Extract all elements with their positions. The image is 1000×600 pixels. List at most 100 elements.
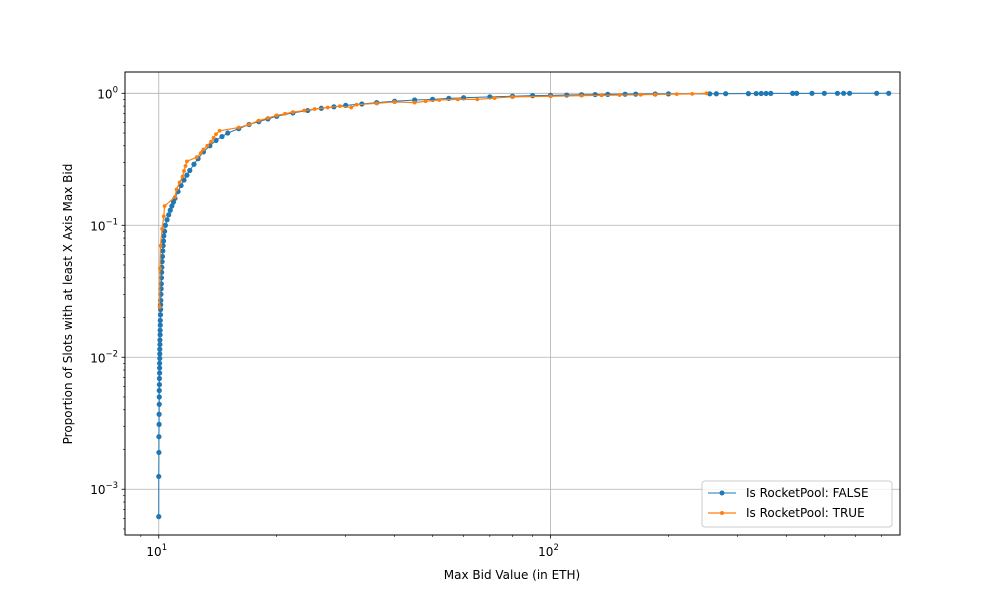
data-point bbox=[181, 177, 187, 183]
data-point bbox=[156, 387, 162, 394]
data-point bbox=[160, 238, 167, 244]
data-point bbox=[156, 411, 162, 417]
data-point bbox=[236, 125, 241, 130]
data-point bbox=[653, 92, 658, 97]
data-point bbox=[302, 108, 307, 113]
legend-label-false: Is RocketPool: FALSE bbox=[746, 486, 869, 500]
data-point bbox=[161, 233, 167, 239]
data-point bbox=[707, 91, 713, 97]
data-point bbox=[338, 104, 342, 108]
data-point bbox=[758, 90, 764, 97]
data-point bbox=[161, 214, 166, 219]
legend-marker-false bbox=[719, 490, 725, 496]
data-point bbox=[185, 159, 189, 164]
data-point bbox=[157, 365, 163, 371]
data-point bbox=[354, 102, 359, 107]
data-point bbox=[325, 105, 330, 110]
data-point bbox=[794, 90, 800, 96]
data-point bbox=[173, 195, 177, 199]
data-point bbox=[638, 92, 643, 97]
data-point bbox=[763, 90, 769, 97]
data-point bbox=[162, 222, 169, 228]
data-point bbox=[158, 243, 163, 248]
data-point bbox=[160, 248, 166, 254]
data-point bbox=[283, 111, 287, 116]
data-point bbox=[156, 382, 163, 388]
data-point bbox=[790, 90, 796, 96]
data-point bbox=[256, 118, 261, 123]
data-point bbox=[412, 100, 417, 105]
series-line bbox=[159, 92, 707, 308]
data-point bbox=[274, 113, 279, 118]
data-point bbox=[886, 90, 892, 96]
data-point bbox=[156, 449, 162, 456]
data-point bbox=[156, 401, 162, 407]
data-point bbox=[809, 90, 815, 96]
y-axis-label: Proportion of Slots with at least X Axis… bbox=[61, 164, 75, 445]
data-point bbox=[159, 259, 165, 265]
data-point bbox=[225, 130, 231, 136]
data-point bbox=[605, 91, 611, 97]
data-point bbox=[169, 203, 175, 209]
data-point bbox=[723, 91, 729, 97]
y-tick-label: 100 bbox=[97, 85, 118, 101]
data-point bbox=[157, 370, 163, 376]
data-point bbox=[156, 434, 162, 440]
data-point bbox=[157, 351, 163, 357]
data-point bbox=[205, 143, 210, 148]
data-point bbox=[846, 90, 853, 96]
data-point bbox=[622, 91, 628, 97]
data-point bbox=[180, 174, 185, 179]
data-point bbox=[592, 91, 598, 98]
data-point bbox=[768, 90, 774, 97]
data-point bbox=[821, 90, 827, 96]
data-point bbox=[312, 107, 317, 111]
data-point bbox=[423, 99, 428, 104]
data-point bbox=[157, 305, 162, 309]
data-point bbox=[492, 96, 497, 100]
data-point bbox=[529, 93, 536, 99]
data-point bbox=[182, 169, 186, 173]
data-point bbox=[157, 322, 163, 328]
data-point bbox=[198, 151, 203, 156]
data-point bbox=[617, 93, 622, 97]
data-point bbox=[194, 155, 199, 160]
axis-ticks: 101 102 10−3 10−2 10−1 100 bbox=[90, 85, 882, 559]
data-point bbox=[475, 97, 480, 102]
data-point bbox=[211, 135, 216, 140]
y-tick-label: 10−1 bbox=[90, 217, 118, 233]
data-point bbox=[156, 375, 163, 382]
data-point bbox=[157, 341, 163, 348]
legend-box bbox=[701, 480, 893, 528]
data-point bbox=[156, 394, 162, 400]
data-point bbox=[374, 101, 379, 106]
data-point bbox=[874, 90, 880, 96]
data-point bbox=[157, 312, 164, 318]
data-point bbox=[599, 93, 604, 98]
plot-series bbox=[156, 90, 892, 520]
data-point bbox=[156, 473, 162, 480]
data-point bbox=[437, 98, 442, 102]
data-point bbox=[834, 90, 841, 96]
series-rocketpool-true bbox=[157, 91, 709, 309]
data-point bbox=[187, 167, 193, 174]
data-point bbox=[349, 105, 354, 110]
data-point bbox=[177, 180, 182, 185]
data-point bbox=[266, 116, 270, 120]
data-point bbox=[157, 327, 163, 333]
data-point bbox=[455, 97, 460, 102]
data-point bbox=[392, 100, 397, 104]
data-point bbox=[164, 217, 170, 223]
data-point bbox=[157, 355, 163, 362]
data-point bbox=[247, 122, 251, 127]
data-point bbox=[291, 110, 295, 115]
data-point bbox=[174, 187, 179, 192]
legend: Is RocketPool: FALSE Is RocketPool: TRUE bbox=[701, 480, 893, 528]
data-point bbox=[160, 226, 165, 231]
data-point bbox=[166, 212, 172, 218]
data-point bbox=[209, 139, 213, 144]
data-point bbox=[704, 91, 709, 96]
data-point bbox=[184, 172, 190, 178]
data-point bbox=[564, 92, 570, 98]
